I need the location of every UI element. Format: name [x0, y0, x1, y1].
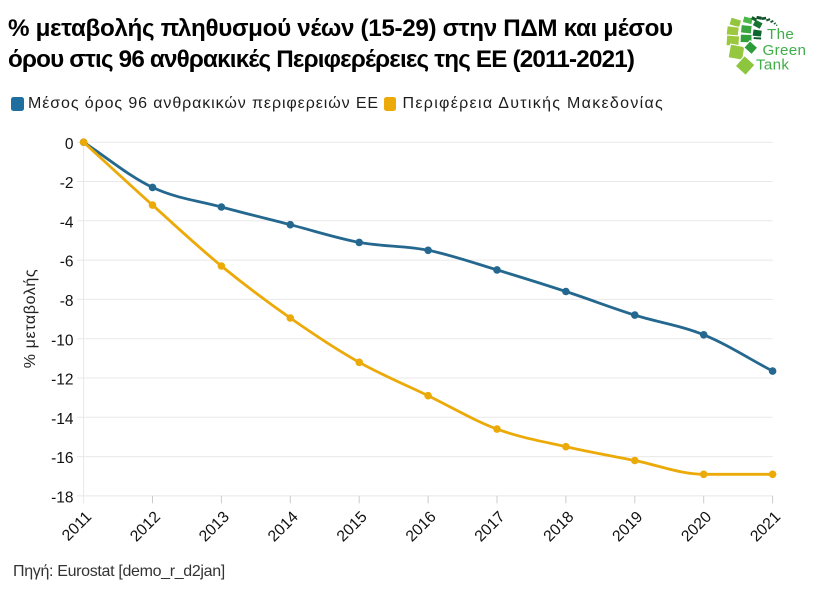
svg-text:-2: -2: [60, 175, 74, 192]
svg-text:2016: 2016: [403, 508, 440, 545]
svg-text:-18: -18: [51, 490, 73, 507]
svg-text:2017: 2017: [472, 509, 509, 546]
svg-text:The: The: [767, 26, 794, 43]
svg-text:-14: -14: [51, 411, 74, 428]
svg-text:2011: 2011: [59, 508, 95, 544]
svg-text:2018: 2018: [541, 508, 578, 545]
svg-text:-4: -4: [60, 214, 74, 231]
svg-text:-6: -6: [60, 254, 74, 271]
svg-text:2015: 2015: [334, 508, 371, 545]
svg-text:2013: 2013: [196, 508, 233, 545]
svg-text:-10: -10: [51, 332, 74, 349]
svg-text:2014: 2014: [265, 508, 302, 545]
svg-text:-8: -8: [60, 293, 74, 310]
svg-text:% μεταβολής: % μεταβολής: [22, 269, 39, 368]
svg-text:-16: -16: [51, 450, 73, 467]
svg-text:2019: 2019: [609, 508, 646, 545]
svg-text:Green: Green: [763, 42, 807, 59]
svg-text:Tank: Tank: [756, 57, 789, 74]
svg-text:2021: 2021: [747, 508, 784, 545]
svg-text:0: 0: [65, 136, 74, 153]
svg-text:2020: 2020: [678, 508, 715, 545]
svg-text:-12: -12: [51, 372, 73, 389]
svg-text:2012: 2012: [127, 509, 164, 546]
